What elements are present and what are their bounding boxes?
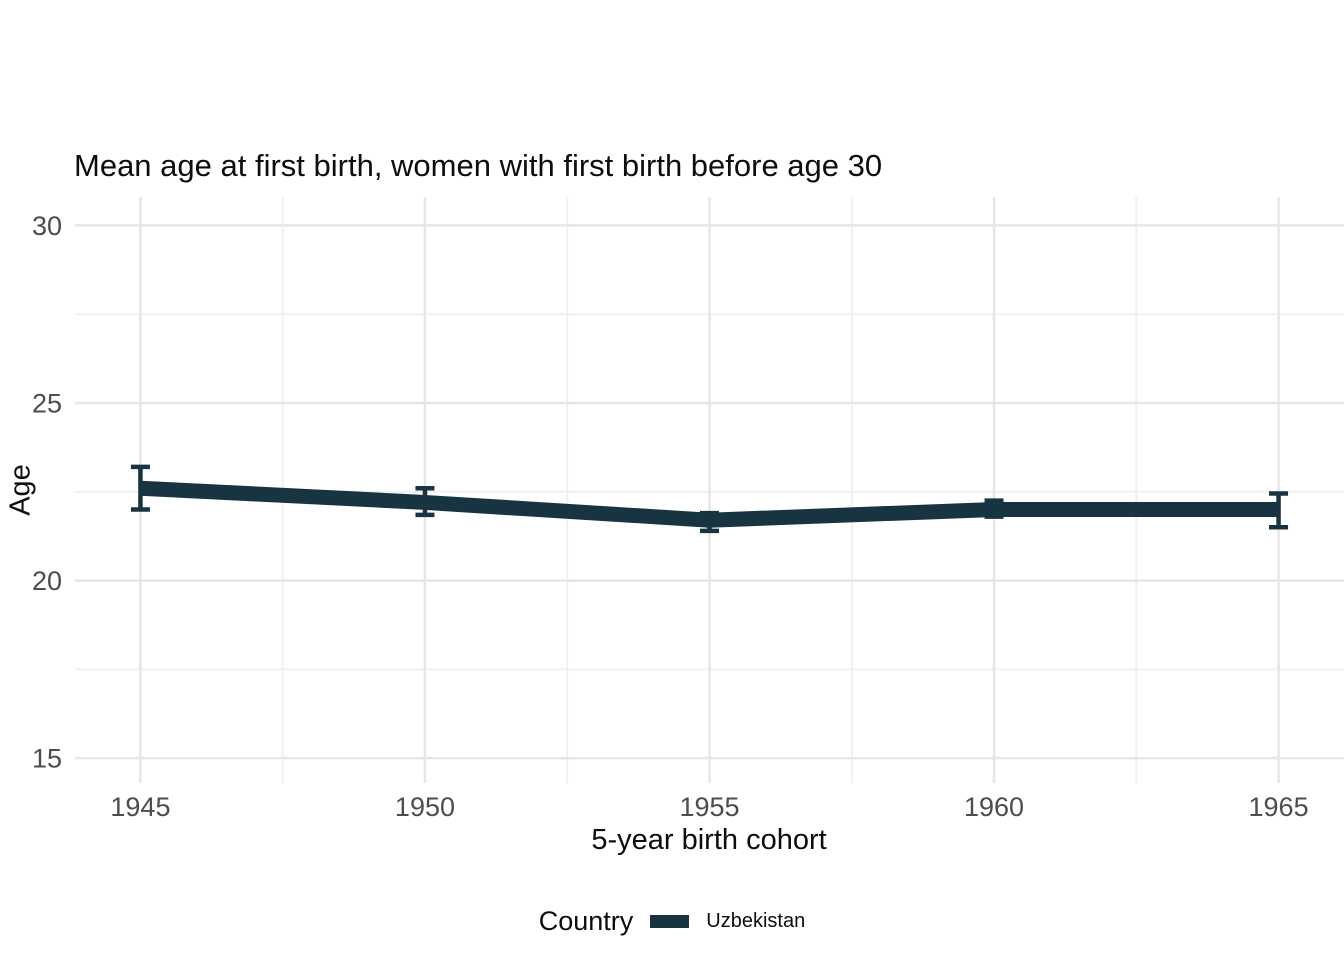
legend: Country Uzbekistan	[0, 899, 1344, 943]
y-tick-label: 15	[32, 744, 62, 774]
legend-title: Country	[538, 905, 634, 936]
chart-title: Mean age at first birth, women with firs…	[74, 148, 883, 183]
y-tick-label: 20	[32, 566, 62, 596]
x-tick-label: 1950	[395, 792, 455, 822]
series-line-uzbekistan	[140, 480, 1279, 528]
x-tick-label: 1960	[964, 792, 1024, 822]
x-tick-label: 1955	[679, 792, 739, 822]
x-axis-title: 5-year birth cohort	[591, 824, 827, 856]
x-tick-label: 1965	[1249, 792, 1309, 822]
y-tick-label: 30	[32, 211, 62, 241]
x-tick-label: 1945	[110, 792, 170, 822]
legend-line-swatch	[650, 914, 690, 928]
legend-item-label: Uzbekistan	[706, 909, 806, 932]
y-tick-label: 25	[32, 388, 62, 418]
